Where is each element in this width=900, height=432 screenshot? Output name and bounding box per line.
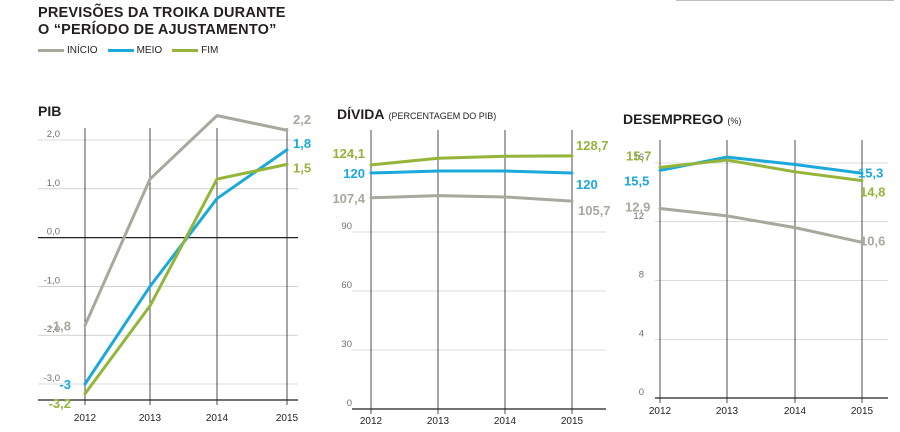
chart-1-series-fim-data-label: -3,2 — [49, 396, 71, 411]
top-divider — [676, 0, 894, 1]
chart-3-subtitle: (%) — [727, 116, 741, 126]
legend-item-inicio: INÍCIO — [38, 45, 98, 56]
chart-3-series-fim-line — [658, 158, 864, 183]
chart-1-series-meio-data-label: 1,8 — [293, 136, 311, 151]
chart-2-xtick-label: 2015 — [561, 416, 584, 427]
legend-label-meio: MEIO — [136, 45, 163, 56]
chart-3-ytick-label: 12 — [633, 211, 644, 222]
chart-1-ytick-label: 2,0 — [47, 129, 60, 140]
chart-3-xtick-label: 2014 — [784, 406, 807, 417]
chart-3-series-inicio-line — [658, 207, 864, 244]
chart-3-ytick-label: 16 — [633, 152, 644, 163]
chart-1-xtick-label: 2014 — [206, 413, 229, 424]
chart-3-series-fim-data-label: 15,7 — [626, 148, 651, 163]
legend-item-fim: FIM — [172, 45, 218, 56]
chart-2-series-fim-data-label: 128,7 — [576, 138, 609, 153]
chart-2-series-fim-data-label: 124,1 — [332, 146, 365, 161]
chart-2-xtick-label: 2013 — [427, 416, 450, 427]
chart-2-series-inicio-line — [369, 194, 574, 203]
chart-2-ytick-label: 90 — [341, 221, 352, 232]
chart-1-series-fim-line — [83, 162, 289, 396]
legend: INÍCIO MEIO FIM — [38, 45, 228, 56]
chart-1-ytick-label: 1,0 — [47, 178, 60, 189]
chart-1-ytick-label: -1,0 — [44, 275, 60, 286]
legend-item-meio: MEIO — [107, 45, 163, 56]
chart-1-series-inicio-data-label: -1,8 — [49, 318, 71, 333]
chart-2-series-fim-line — [369, 154, 574, 167]
chart-3-ytick-label: 4 — [639, 328, 644, 339]
chart-3-xtick-label: 2012 — [649, 406, 672, 417]
chart-2-xtick-label: 2012 — [360, 416, 383, 427]
chart-1-series-fim-data-label: 1,5 — [293, 160, 311, 175]
chart-3-ytick-label: 8 — [639, 270, 644, 281]
legend-label-inicio: INÍCIO — [67, 45, 98, 56]
chart-3-xtick-label: 2015 — [851, 406, 874, 417]
chart-1-xtick-label: 2012 — [74, 413, 97, 424]
chart-1-ytick-label: -3,0 — [44, 373, 60, 384]
chart-3-series-meio-data-label: 15,3 — [858, 165, 883, 180]
chart-1-xtick-label: 2013 — [139, 413, 162, 424]
legend-label-fim: FIM — [201, 45, 219, 56]
chart-2-series-meio-line — [369, 169, 574, 175]
chart-2-ytick-label: 30 — [341, 339, 352, 350]
chart-3-series-inicio-data-label: 10,6 — [860, 233, 885, 248]
chart-3-series-meio-data-label: 15,5 — [624, 173, 649, 188]
page-title: PREVISÕES DA TROIKA DURANTE O “PERÍODO D… — [38, 5, 286, 39]
chart-2-xtick-label: 2014 — [494, 416, 517, 427]
chart-2-subtitle: (PERCENTAGEM DO PIB) — [388, 111, 496, 121]
legend-swatch-meio — [107, 49, 134, 52]
chart-3-xtick-label: 2013 — [716, 406, 739, 417]
chart-3-ytick-label: 0 — [639, 387, 644, 398]
chart-2-ytick-label: 0 — [347, 398, 352, 409]
chart-1-title: PIB — [38, 103, 61, 119]
chart-1-ytick-label: 0,0 — [47, 227, 60, 238]
chart-1-ytick-label: -2,0 — [44, 324, 60, 335]
chart-1-series-meio-line — [83, 148, 289, 386]
legend-swatch-inicio — [38, 49, 64, 52]
chart-3-title: DESEMPREGO (%) — [623, 111, 741, 127]
chart-2-title: DÍVIDA (PERCENTAGEM DO PIB) — [337, 106, 496, 122]
chart-2-series-inicio-data-label: 105,7 — [578, 203, 611, 218]
legend-swatch-fim — [172, 49, 199, 52]
chart-1-xtick-label: 2015 — [276, 413, 299, 424]
chart-2-series-meio-data-label: 120 — [576, 177, 598, 192]
chart-2-series-inicio-data-label: 107,4 — [332, 191, 365, 206]
title-line-1: PREVISÕES DA TROIKA DURANTE — [38, 5, 286, 21]
chart-1-series-inicio-line — [83, 114, 289, 327]
chart-1-series-inicio-data-label: 2,2 — [293, 112, 311, 127]
chart-1-series-meio-data-label: -3 — [59, 377, 71, 392]
chart-2-ytick-label: 60 — [341, 280, 352, 291]
chart-3-series-inicio-data-label: 12,9 — [625, 200, 650, 215]
title-line-2: O “PERÍODO DE AJUSTAMENTO” — [38, 22, 277, 38]
chart-3-series-fim-data-label: 14,8 — [860, 185, 885, 200]
chart-2-series-meio-data-label: 120 — [343, 166, 365, 181]
